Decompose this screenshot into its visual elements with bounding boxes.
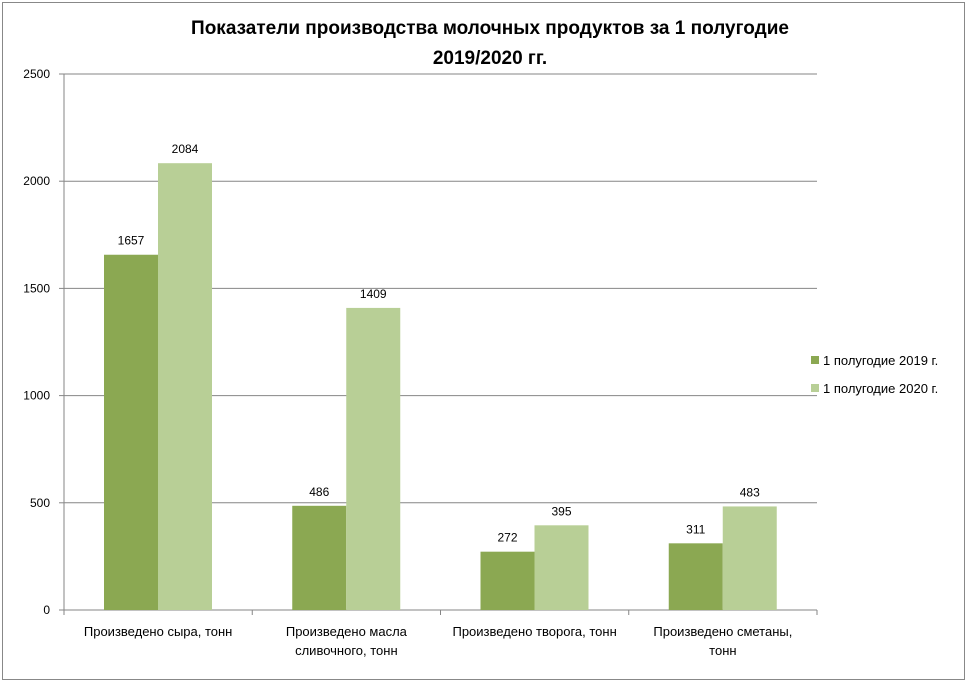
bar (346, 307, 401, 610)
chart-title-line-1: Показатели производства молочных продукт… (191, 18, 789, 39)
x-category-label: Произведено сметаны, (653, 624, 792, 639)
data-label: 395 (551, 504, 571, 518)
chart-title: Показатели производства молочных продукт… (140, 14, 840, 74)
legend-swatch (811, 356, 819, 364)
data-label: 272 (497, 531, 517, 545)
legend-label: 1 полугодие 2019 г. (823, 353, 938, 368)
bar (534, 525, 589, 610)
y-tick-label: 1500 (23, 281, 50, 295)
bar (480, 551, 535, 610)
data-label: 1657 (118, 234, 145, 248)
data-label: 1409 (360, 287, 387, 301)
chart-title-line-2: 2019/2020 гг. (432, 48, 548, 69)
x-category-label: Произведено масла (286, 624, 408, 639)
bar (292, 505, 347, 610)
data-label: 2084 (172, 142, 199, 156)
x-category-label: сливочного, тонн (295, 643, 398, 658)
y-tick-label: 0 (43, 603, 50, 617)
x-category-label: Произведено творога, тонн (452, 624, 616, 639)
data-label: 486 (309, 485, 329, 499)
bar (104, 254, 158, 610)
y-tick-label: 1000 (23, 389, 50, 403)
y-tick-label: 500 (30, 496, 50, 510)
bar (722, 506, 777, 610)
x-category-label: тонн (709, 643, 736, 658)
y-tick-label: 2000 (23, 174, 50, 188)
data-label: 483 (740, 485, 760, 499)
legend-swatch (811, 384, 819, 392)
data-label: 311 (686, 522, 705, 536)
bar (158, 163, 212, 610)
legend-label: 1 полугодие 2020 г. (823, 381, 938, 396)
bar (668, 543, 723, 610)
y-tick-label: 2500 (23, 67, 50, 81)
x-category-label: Произведено сыра, тонн (84, 624, 233, 639)
